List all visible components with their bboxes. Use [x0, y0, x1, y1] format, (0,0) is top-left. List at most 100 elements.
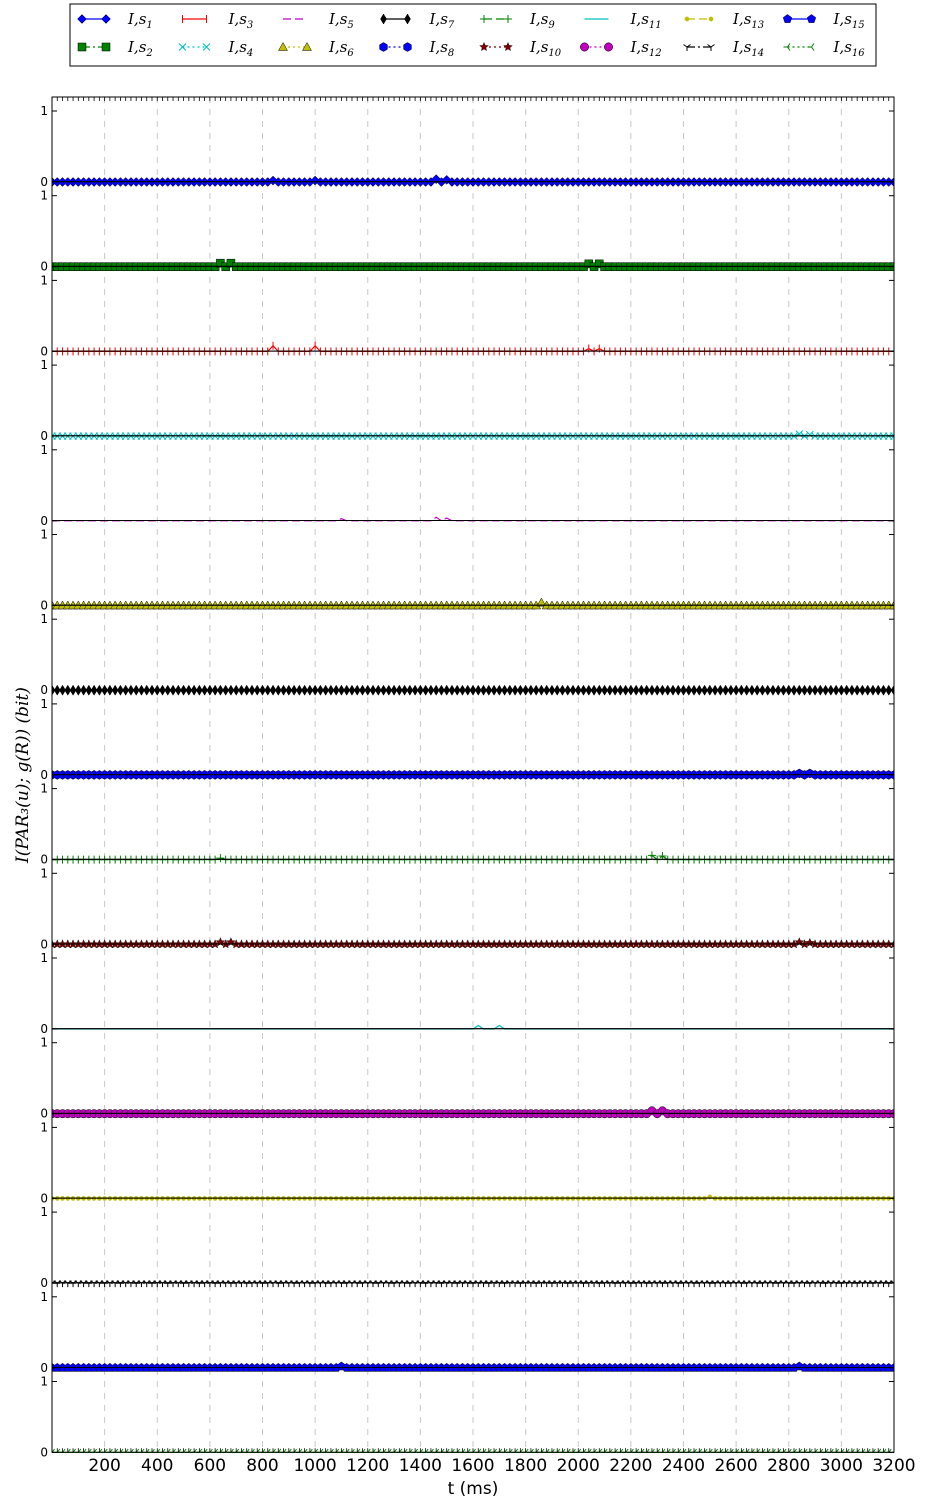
legend-label: I,s13 — [732, 10, 764, 31]
y-tick-label: 1 — [40, 1205, 48, 1219]
data-point-marker — [504, 15, 512, 23]
data-point-marker — [302, 41, 312, 51]
y-tick-label: 1 — [40, 1375, 48, 1389]
y-tick-label: 0 — [40, 429, 48, 443]
y-tick-label: 1 — [40, 782, 48, 796]
y-tick-label: 0 — [40, 768, 48, 782]
y-tick-label: 1 — [40, 443, 48, 457]
series-i-s3 — [52, 341, 894, 356]
legend-label: I,s8 — [429, 38, 455, 59]
legend-entry: I,s13 — [684, 10, 764, 31]
data-point-marker — [684, 16, 690, 22]
x-tick-label: 2200 — [609, 1456, 652, 1476]
x-tick-label: 2400 — [662, 1456, 705, 1476]
data-point-marker — [77, 14, 87, 24]
legend-entry: I,s3 — [182, 10, 254, 31]
legend-entry: I,s14 — [683, 38, 764, 59]
y-axis-label: I(PAR₃(u); g(R)) (bit) — [13, 687, 33, 864]
legend-label: I,s10 — [529, 38, 562, 59]
x-tick-label: 1800 — [504, 1456, 547, 1476]
x-tick-label: 2000 — [557, 1456, 600, 1476]
y-tick-label: 1 — [40, 1036, 48, 1050]
x-axis-label: t (ms) — [448, 1479, 499, 1499]
data-point-marker — [216, 854, 225, 863]
x-tick-label: 1200 — [346, 1456, 389, 1476]
data-point-marker — [782, 14, 793, 23]
legend-entry: I,s11 — [584, 10, 662, 31]
legend-entry: I,s12 — [580, 38, 662, 59]
data-point-marker — [503, 41, 513, 52]
data-point-marker — [380, 13, 387, 25]
y-tick-label: 1 — [40, 189, 48, 203]
data-point-marker — [101, 42, 111, 52]
data-point-marker — [804, 937, 815, 947]
data-point-marker — [805, 430, 814, 439]
series-i-s1 — [52, 174, 894, 187]
legend-entry: I,s8 — [379, 38, 455, 59]
series-i-s6 — [52, 597, 894, 610]
legend-label: I,s14 — [732, 38, 764, 59]
legend-label: I,s2 — [127, 38, 153, 59]
data-point-marker — [795, 430, 804, 438]
y-tick-label: 1 — [40, 612, 48, 626]
y-tick-label: 0 — [40, 344, 48, 358]
series-i-s14 — [52, 1280, 894, 1288]
legend-entry: I,s15 — [782, 10, 865, 31]
x-tick-label: 2800 — [767, 1456, 810, 1476]
x-tick-label: 600 — [194, 1456, 226, 1476]
y-tick-label: 0 — [40, 1022, 48, 1036]
data-point-marker — [178, 43, 187, 51]
legend-label: I,s16 — [833, 38, 866, 59]
data-point-marker — [77, 42, 87, 52]
legend-entry: I,s2 — [77, 38, 153, 59]
y-tick-label: 0 — [40, 683, 48, 697]
y-tick-label: 0 — [40, 599, 48, 613]
series-i-s2 — [52, 258, 894, 271]
data-point-marker — [890, 432, 894, 440]
x-tick-label: 800 — [246, 1456, 278, 1476]
legend-label: I,s5 — [328, 10, 354, 31]
y-tick-label: 0 — [40, 514, 48, 528]
y-tick-label: 0 — [40, 853, 48, 867]
legend-label: I,s6 — [328, 38, 354, 59]
y-tick-label: 0 — [40, 175, 48, 189]
data-point-marker — [379, 42, 388, 52]
y-tick-label: 1 — [40, 273, 48, 287]
data-point-marker — [278, 41, 288, 51]
legend-label: I,s4 — [228, 38, 254, 59]
data-point-marker — [101, 14, 111, 24]
y-tick-label: 0 — [40, 937, 48, 951]
y-tick-label: 1 — [40, 951, 48, 965]
x-tick-labels: 200 400 600 800 1000 1200 1400 1600 1800 2000 2200… — [88, 1456, 915, 1476]
legend-label: I,s15 — [833, 10, 865, 31]
legend-label: I,s3 — [228, 10, 254, 31]
data-point-marker — [683, 44, 691, 51]
data-point-marker — [707, 44, 715, 51]
legend-box — [69, 3, 877, 67]
y-tick-label: 0 — [40, 1191, 48, 1205]
y-tick-label: 1 — [40, 866, 48, 880]
y-tick-label: 0 — [40, 1361, 48, 1375]
x-tick-label: 400 — [141, 1456, 173, 1476]
legend-label: I,s9 — [529, 10, 555, 31]
y-tick-label: 1 — [40, 1120, 48, 1134]
legend-entry: I,s4 — [178, 38, 254, 59]
y-tick-label: 0 — [40, 1446, 48, 1460]
legend-entry: I,s5 — [283, 10, 354, 31]
x-tick-label: 3000 — [820, 1456, 863, 1476]
data-point-marker — [479, 41, 489, 52]
legend: I,s1 I,s2 I,s3 I,s4 I,s5 I,s6 I,s7 I,s8 I,s9 I,s1… — [69, 3, 877, 67]
y-tick-label: 1 — [40, 697, 48, 711]
y-tick-label: 1 — [40, 104, 48, 118]
data-point-marker — [404, 13, 411, 25]
data-point-marker — [536, 597, 547, 607]
legend-entry: I,s7 — [380, 10, 455, 31]
y-tick-label: 1 — [40, 358, 48, 372]
legend-entry: I,s9 — [480, 10, 555, 31]
y-tick-label: 0 — [40, 1107, 48, 1121]
data-point-marker — [580, 42, 589, 52]
x-tick-label: 1400 — [399, 1456, 442, 1476]
data-point-marker — [647, 851, 656, 860]
x-tick-label: 200 — [88, 1456, 120, 1476]
